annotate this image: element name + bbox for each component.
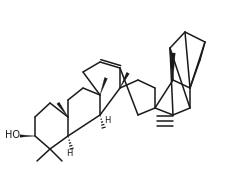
Text: H: H	[104, 116, 110, 125]
Polygon shape	[57, 102, 68, 117]
Polygon shape	[20, 135, 35, 137]
Polygon shape	[171, 53, 175, 80]
Polygon shape	[120, 72, 129, 88]
Text: HO: HO	[5, 130, 20, 140]
Polygon shape	[100, 78, 107, 95]
Text: H: H	[66, 148, 72, 157]
